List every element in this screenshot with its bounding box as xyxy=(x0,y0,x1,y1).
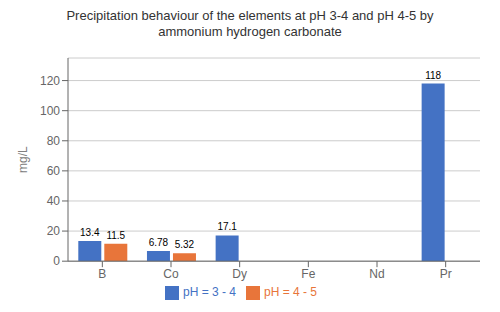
svg-text:Co: Co xyxy=(163,267,179,281)
svg-text:40: 40 xyxy=(47,194,61,208)
svg-text:20: 20 xyxy=(47,224,61,238)
svg-text:60: 60 xyxy=(47,164,61,178)
svg-text:120: 120 xyxy=(40,74,60,88)
svg-text:13.4: 13.4 xyxy=(80,227,100,238)
svg-text:100: 100 xyxy=(40,104,60,118)
html-text:pH = 3 - 4: pH = 3 - 4 xyxy=(183,285,236,300)
svg-text:11.5: 11.5 xyxy=(106,230,125,241)
html-text:pH = 4 - 5: pH = 4 - 5 xyxy=(264,285,317,300)
svg-text:Fe: Fe xyxy=(301,267,315,281)
svg-text:118: 118 xyxy=(425,70,441,81)
svg-text:Pr: Pr xyxy=(440,267,452,281)
svg-text:80: 80 xyxy=(47,134,61,148)
svg-text:Dy: Dy xyxy=(232,267,247,281)
svg-text:mg/L: mg/L xyxy=(16,146,30,173)
svg-text:B: B xyxy=(98,267,106,281)
svg-text:6.78: 6.78 xyxy=(149,237,169,248)
svg-text:0: 0 xyxy=(53,254,60,268)
svg-text:17.1: 17.1 xyxy=(217,221,237,232)
html-text:Precipitation behaviour of the: Precipitation behaviour of the elements … xyxy=(66,8,434,39)
svg-text:5.32: 5.32 xyxy=(175,239,195,250)
svg-text:Nd: Nd xyxy=(369,267,384,281)
